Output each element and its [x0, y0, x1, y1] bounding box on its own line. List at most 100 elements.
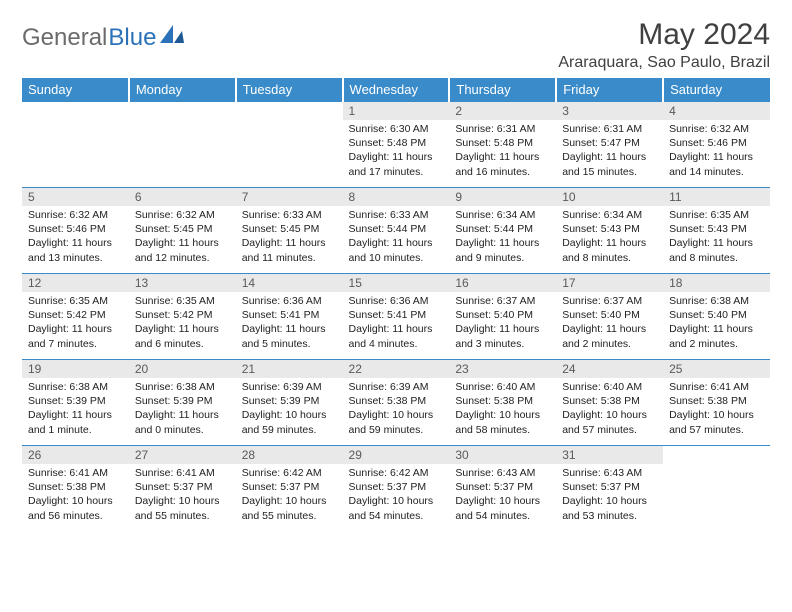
day-info: Sunrise: 6:38 AMSunset: 5:39 PMDaylight:…	[129, 378, 236, 441]
weekday-header: Tuesday	[236, 78, 343, 102]
weekday-header: Saturday	[663, 78, 770, 102]
day-number: 4	[663, 102, 770, 120]
day-info: Sunrise: 6:38 AMSunset: 5:39 PMDaylight:…	[22, 378, 129, 441]
calendar-body: 1Sunrise: 6:30 AMSunset: 5:48 PMDaylight…	[22, 102, 770, 532]
day-info: Sunrise: 6:36 AMSunset: 5:41 PMDaylight:…	[343, 292, 450, 355]
day-cell: 26Sunrise: 6:41 AMSunset: 5:38 PMDayligh…	[22, 446, 129, 532]
day-info: Sunrise: 6:32 AMSunset: 5:45 PMDaylight:…	[129, 206, 236, 269]
day-number: 2	[449, 102, 556, 120]
day-number: 24	[556, 360, 663, 378]
day-number: 19	[22, 360, 129, 378]
day-number: 5	[22, 188, 129, 206]
day-cell: 5Sunrise: 6:32 AMSunset: 5:46 PMDaylight…	[22, 188, 129, 274]
day-number: 15	[343, 274, 450, 292]
calendar-row: 12Sunrise: 6:35 AMSunset: 5:42 PMDayligh…	[22, 274, 770, 360]
day-number: 9	[449, 188, 556, 206]
day-info: Sunrise: 6:39 AMSunset: 5:39 PMDaylight:…	[236, 378, 343, 441]
day-cell: 25Sunrise: 6:41 AMSunset: 5:38 PMDayligh…	[663, 360, 770, 446]
day-cell: 19Sunrise: 6:38 AMSunset: 5:39 PMDayligh…	[22, 360, 129, 446]
calendar-row: 19Sunrise: 6:38 AMSunset: 5:39 PMDayligh…	[22, 360, 770, 446]
header: GeneralBlue May 2024 Araraquara, Sao Pau…	[22, 18, 770, 72]
brand-part2: Blue	[108, 24, 156, 52]
day-number: 12	[22, 274, 129, 292]
day-number: 8	[343, 188, 450, 206]
day-number: 11	[663, 188, 770, 206]
weekday-header: Monday	[129, 78, 236, 102]
day-cell: 11Sunrise: 6:35 AMSunset: 5:43 PMDayligh…	[663, 188, 770, 274]
brand-logo: GeneralBlue	[22, 24, 186, 52]
day-info: Sunrise: 6:32 AMSunset: 5:46 PMDaylight:…	[663, 120, 770, 183]
day-number: 22	[343, 360, 450, 378]
day-number: 28	[236, 446, 343, 464]
day-cell: 21Sunrise: 6:39 AMSunset: 5:39 PMDayligh…	[236, 360, 343, 446]
day-cell: 7Sunrise: 6:33 AMSunset: 5:45 PMDaylight…	[236, 188, 343, 274]
day-cell: 13Sunrise: 6:35 AMSunset: 5:42 PMDayligh…	[129, 274, 236, 360]
weekday-header: Thursday	[449, 78, 556, 102]
day-cell: 15Sunrise: 6:36 AMSunset: 5:41 PMDayligh…	[343, 274, 450, 360]
day-cell: 22Sunrise: 6:39 AMSunset: 5:38 PMDayligh…	[343, 360, 450, 446]
day-info: Sunrise: 6:36 AMSunset: 5:41 PMDaylight:…	[236, 292, 343, 355]
day-cell: 29Sunrise: 6:42 AMSunset: 5:37 PMDayligh…	[343, 446, 450, 532]
empty-cell	[236, 102, 343, 188]
day-number: 10	[556, 188, 663, 206]
day-info: Sunrise: 6:42 AMSunset: 5:37 PMDaylight:…	[236, 464, 343, 527]
day-info: Sunrise: 6:43 AMSunset: 5:37 PMDaylight:…	[449, 464, 556, 527]
day-info: Sunrise: 6:43 AMSunset: 5:37 PMDaylight:…	[556, 464, 663, 527]
day-cell: 10Sunrise: 6:34 AMSunset: 5:43 PMDayligh…	[556, 188, 663, 274]
day-number: 23	[449, 360, 556, 378]
day-info: Sunrise: 6:35 AMSunset: 5:42 PMDaylight:…	[22, 292, 129, 355]
calendar-row: 26Sunrise: 6:41 AMSunset: 5:38 PMDayligh…	[22, 446, 770, 532]
day-info: Sunrise: 6:37 AMSunset: 5:40 PMDaylight:…	[556, 292, 663, 355]
calendar-head: SundayMondayTuesdayWednesdayThursdayFrid…	[22, 78, 770, 102]
day-info: Sunrise: 6:40 AMSunset: 5:38 PMDaylight:…	[556, 378, 663, 441]
day-info: Sunrise: 6:31 AMSunset: 5:48 PMDaylight:…	[449, 120, 556, 183]
day-cell: 24Sunrise: 6:40 AMSunset: 5:38 PMDayligh…	[556, 360, 663, 446]
day-cell: 3Sunrise: 6:31 AMSunset: 5:47 PMDaylight…	[556, 102, 663, 188]
day-number: 20	[129, 360, 236, 378]
day-cell: 9Sunrise: 6:34 AMSunset: 5:44 PMDaylight…	[449, 188, 556, 274]
day-number: 31	[556, 446, 663, 464]
day-info: Sunrise: 6:32 AMSunset: 5:46 PMDaylight:…	[22, 206, 129, 269]
day-number: 21	[236, 360, 343, 378]
empty-cell	[663, 446, 770, 532]
calendar-table: SundayMondayTuesdayWednesdayThursdayFrid…	[22, 78, 770, 532]
day-cell: 30Sunrise: 6:43 AMSunset: 5:37 PMDayligh…	[449, 446, 556, 532]
empty-cell	[22, 102, 129, 188]
day-info: Sunrise: 6:38 AMSunset: 5:40 PMDaylight:…	[663, 292, 770, 355]
day-cell: 17Sunrise: 6:37 AMSunset: 5:40 PMDayligh…	[556, 274, 663, 360]
day-cell: 14Sunrise: 6:36 AMSunset: 5:41 PMDayligh…	[236, 274, 343, 360]
day-cell: 31Sunrise: 6:43 AMSunset: 5:37 PMDayligh…	[556, 446, 663, 532]
calendar-row: 5Sunrise: 6:32 AMSunset: 5:46 PMDaylight…	[22, 188, 770, 274]
weekday-header: Friday	[556, 78, 663, 102]
day-info: Sunrise: 6:35 AMSunset: 5:42 PMDaylight:…	[129, 292, 236, 355]
day-info: Sunrise: 6:42 AMSunset: 5:37 PMDaylight:…	[343, 464, 450, 527]
day-number: 3	[556, 102, 663, 120]
weekday-header: Sunday	[22, 78, 129, 102]
day-cell: 28Sunrise: 6:42 AMSunset: 5:37 PMDayligh…	[236, 446, 343, 532]
calendar-row: 1Sunrise: 6:30 AMSunset: 5:48 PMDaylight…	[22, 102, 770, 188]
day-cell: 4Sunrise: 6:32 AMSunset: 5:46 PMDaylight…	[663, 102, 770, 188]
day-info: Sunrise: 6:34 AMSunset: 5:44 PMDaylight:…	[449, 206, 556, 269]
location-text: Araraquara, Sao Paulo, Brazil	[558, 54, 770, 72]
day-info: Sunrise: 6:35 AMSunset: 5:43 PMDaylight:…	[663, 206, 770, 269]
day-cell: 8Sunrise: 6:33 AMSunset: 5:44 PMDaylight…	[343, 188, 450, 274]
day-number: 6	[129, 188, 236, 206]
day-cell: 12Sunrise: 6:35 AMSunset: 5:42 PMDayligh…	[22, 274, 129, 360]
day-cell: 27Sunrise: 6:41 AMSunset: 5:37 PMDayligh…	[129, 446, 236, 532]
month-title: May 2024	[558, 18, 770, 52]
day-info: Sunrise: 6:33 AMSunset: 5:44 PMDaylight:…	[343, 206, 450, 269]
day-info: Sunrise: 6:33 AMSunset: 5:45 PMDaylight:…	[236, 206, 343, 269]
day-number: 27	[129, 446, 236, 464]
weekday-row: SundayMondayTuesdayWednesdayThursdayFrid…	[22, 78, 770, 102]
day-info: Sunrise: 6:31 AMSunset: 5:47 PMDaylight:…	[556, 120, 663, 183]
day-cell: 6Sunrise: 6:32 AMSunset: 5:45 PMDaylight…	[129, 188, 236, 274]
empty-cell	[129, 102, 236, 188]
day-cell: 1Sunrise: 6:30 AMSunset: 5:48 PMDaylight…	[343, 102, 450, 188]
day-info: Sunrise: 6:41 AMSunset: 5:37 PMDaylight:…	[129, 464, 236, 527]
day-number: 29	[343, 446, 450, 464]
day-info: Sunrise: 6:41 AMSunset: 5:38 PMDaylight:…	[663, 378, 770, 441]
day-number: 18	[663, 274, 770, 292]
day-number: 1	[343, 102, 450, 120]
day-info: Sunrise: 6:41 AMSunset: 5:38 PMDaylight:…	[22, 464, 129, 527]
day-cell: 20Sunrise: 6:38 AMSunset: 5:39 PMDayligh…	[129, 360, 236, 446]
